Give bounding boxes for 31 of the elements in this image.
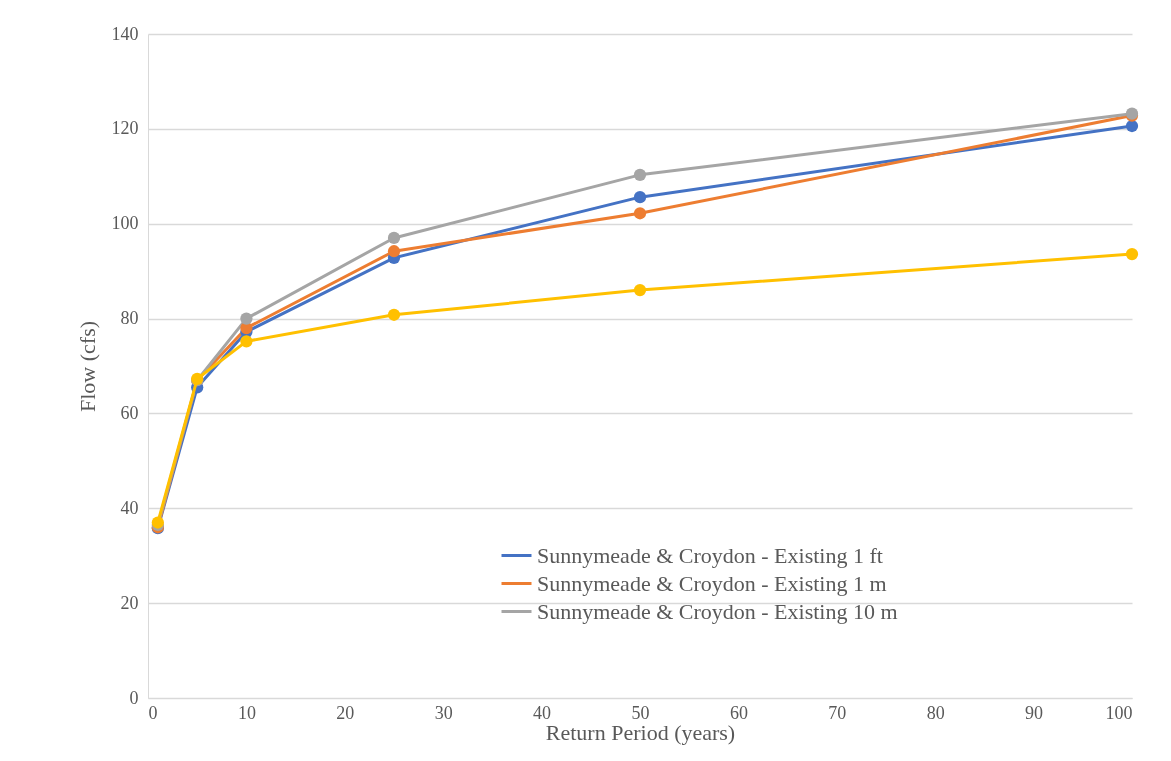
point — [633, 168, 647, 181]
point — [387, 245, 401, 258]
x-tick-label: 70 — [828, 702, 847, 723]
y-axis-title: Flow (cfs) — [74, 320, 100, 413]
y-tick-label: 0 — [129, 687, 139, 708]
point — [1125, 119, 1139, 133]
y-tick-label: 20 — [120, 592, 139, 613]
x-tick-label: 80 — [926, 702, 945, 723]
x-tick-label: 100 — [1105, 702, 1133, 723]
y-tick-label: 40 — [120, 497, 139, 518]
y-tick-label: 80 — [120, 308, 139, 329]
y-tick-label: 60 — [120, 402, 139, 423]
point — [633, 284, 647, 297]
x-tick-label: 10 — [237, 702, 256, 723]
legend-label: Sunnymeade & Croydon - Existing 10 m — [537, 598, 898, 624]
point — [387, 308, 401, 321]
point — [633, 207, 647, 220]
x-tick-label: 30 — [434, 702, 453, 723]
y-tick-label: 100 — [111, 213, 139, 234]
y-tick-label: 140 — [111, 23, 139, 44]
point — [240, 312, 253, 325]
point — [387, 231, 401, 245]
point — [633, 191, 647, 204]
x-tick-label: 90 — [1025, 702, 1044, 723]
legend-label: Sunnymeade & Croydon - Existing 1 m — [537, 570, 887, 596]
y-tick-label: 120 — [111, 118, 139, 139]
point — [1125, 247, 1139, 261]
point — [240, 335, 253, 348]
legend-label: Sunnymeade & Croydon - Existing 1 ft — [537, 542, 883, 568]
x-tick-label: 20 — [336, 702, 355, 723]
x-tick-label: 0 — [148, 702, 158, 723]
